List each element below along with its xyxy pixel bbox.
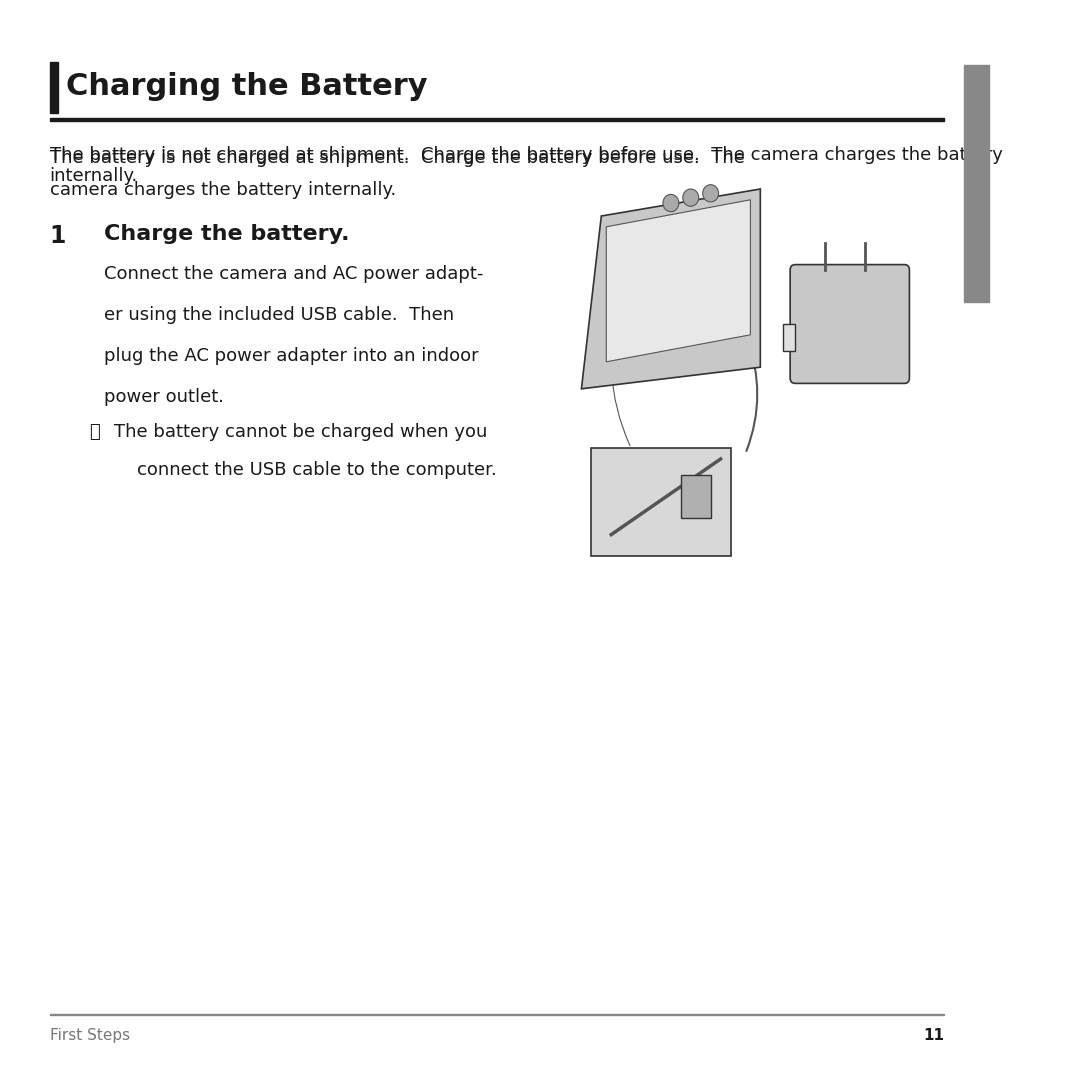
Text: Charging the Battery: Charging the Battery: [66, 72, 428, 102]
Bar: [50, 118, 944, 121]
Text: 1: 1: [50, 224, 66, 247]
Bar: [592, 448, 730, 556]
Circle shape: [703, 185, 718, 202]
Polygon shape: [581, 189, 760, 389]
Bar: [783, 324, 795, 351]
Text: power outlet.: power outlet.: [105, 388, 225, 406]
Polygon shape: [606, 200, 751, 362]
Text: The battery cannot be charged when you: The battery cannot be charged when you: [114, 423, 488, 442]
FancyBboxPatch shape: [791, 265, 909, 383]
Bar: [680, 475, 711, 518]
Circle shape: [683, 189, 699, 206]
Text: ⓘ: ⓘ: [90, 423, 100, 442]
Text: First Steps: First Steps: [50, 1028, 130, 1043]
Text: plug the AC power adapter into an indoor: plug the AC power adapter into an indoor: [105, 347, 480, 365]
Text: er using the included USB cable.  Then: er using the included USB cable. Then: [105, 306, 455, 324]
Text: Charge the battery.: Charge the battery.: [105, 224, 350, 244]
Text: The battery is not charged at shipment.  Charge the battery before use.  The cam: The battery is not charged at shipment. …: [50, 146, 1002, 185]
Text: The battery is not charged at shipment.  Charge the battery before use.  The: The battery is not charged at shipment. …: [50, 149, 744, 167]
Text: connect the USB cable to the computer.: connect the USB cable to the computer.: [114, 461, 497, 480]
Bar: [964, 65, 989, 302]
Circle shape: [663, 194, 679, 212]
Text: 11: 11: [923, 1028, 944, 1043]
Text: Connect the camera and AC power adapt-: Connect the camera and AC power adapt-: [105, 265, 484, 283]
Bar: [50, 62, 57, 113]
Text: camera charges the battery internally.: camera charges the battery internally.: [50, 181, 396, 200]
